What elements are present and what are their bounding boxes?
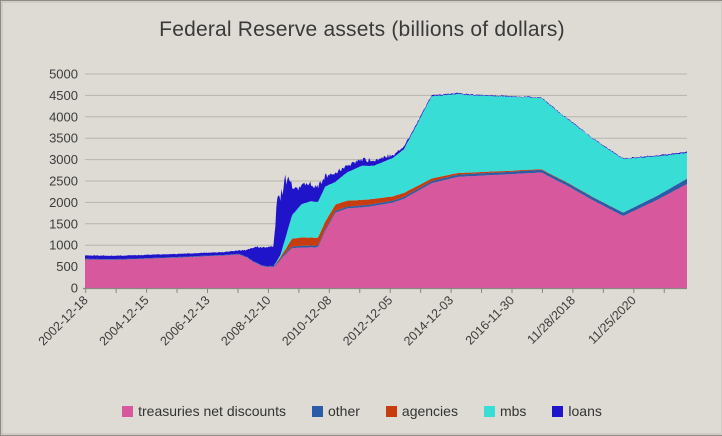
- y-axis-label: 4500: [49, 88, 78, 103]
- y-axis-label: 5000: [49, 67, 78, 82]
- area-series-mbs: [85, 93, 687, 267]
- x-axis-label: 2014-12-03: [401, 293, 456, 348]
- legend-label-treasuries: treasuries net discounts: [138, 403, 286, 419]
- x-axis-label: 2002-12-18: [36, 293, 91, 348]
- x-axis-label: 2006-12-13: [158, 293, 213, 348]
- legend-swatch-mbs: [483, 405, 495, 417]
- legend-item-other: other: [311, 403, 360, 419]
- chart-legend: treasuries net discounts other agencies …: [1, 403, 722, 419]
- area-series-treasuries-net-discounts: [85, 172, 687, 288]
- legend-label-agencies: agencies: [401, 403, 458, 419]
- y-axis-label: 2000: [49, 195, 78, 210]
- x-axis-label: 11/28/2018: [525, 293, 579, 347]
- x-axis-label: 2012-12-05: [340, 293, 395, 348]
- legend-label-mbs: mbs: [499, 403, 527, 419]
- legend-item-agencies: agencies: [385, 403, 458, 419]
- y-axis-label: 2500: [49, 174, 78, 189]
- legend-swatch-loans: [552, 405, 564, 417]
- y-axis-label: 1500: [49, 216, 78, 231]
- y-axis-label: 0: [71, 281, 78, 296]
- y-axis-label: 3500: [49, 131, 78, 146]
- chart-title: Federal Reserve assets (billions of doll…: [159, 18, 565, 41]
- y-axis-label: 500: [56, 259, 78, 274]
- legend-item-mbs: mbs: [483, 403, 527, 419]
- y-axis-label: 1000: [49, 238, 78, 253]
- legend-item-loans: loans: [552, 403, 602, 419]
- legend-swatch-agencies: [385, 405, 397, 417]
- legend-item-treasuries: treasuries net discounts: [122, 403, 286, 419]
- y-axis-label: 4000: [49, 109, 78, 124]
- x-axis-label: 2004-12-15: [97, 293, 152, 348]
- legend-swatch-other: [311, 405, 323, 417]
- y-axis-label: 3000: [49, 152, 78, 167]
- legend-label-loans: loans: [568, 403, 602, 419]
- x-axis-label: 2016-11-30: [463, 293, 517, 347]
- x-axis-label: 11/25/2020: [585, 293, 639, 347]
- x-axis-label: 2008-12-10: [218, 293, 273, 348]
- legend-swatch-treasuries: [122, 405, 134, 417]
- legend-label-other: other: [327, 403, 360, 419]
- x-axis-label: 2010-12-08: [279, 293, 334, 348]
